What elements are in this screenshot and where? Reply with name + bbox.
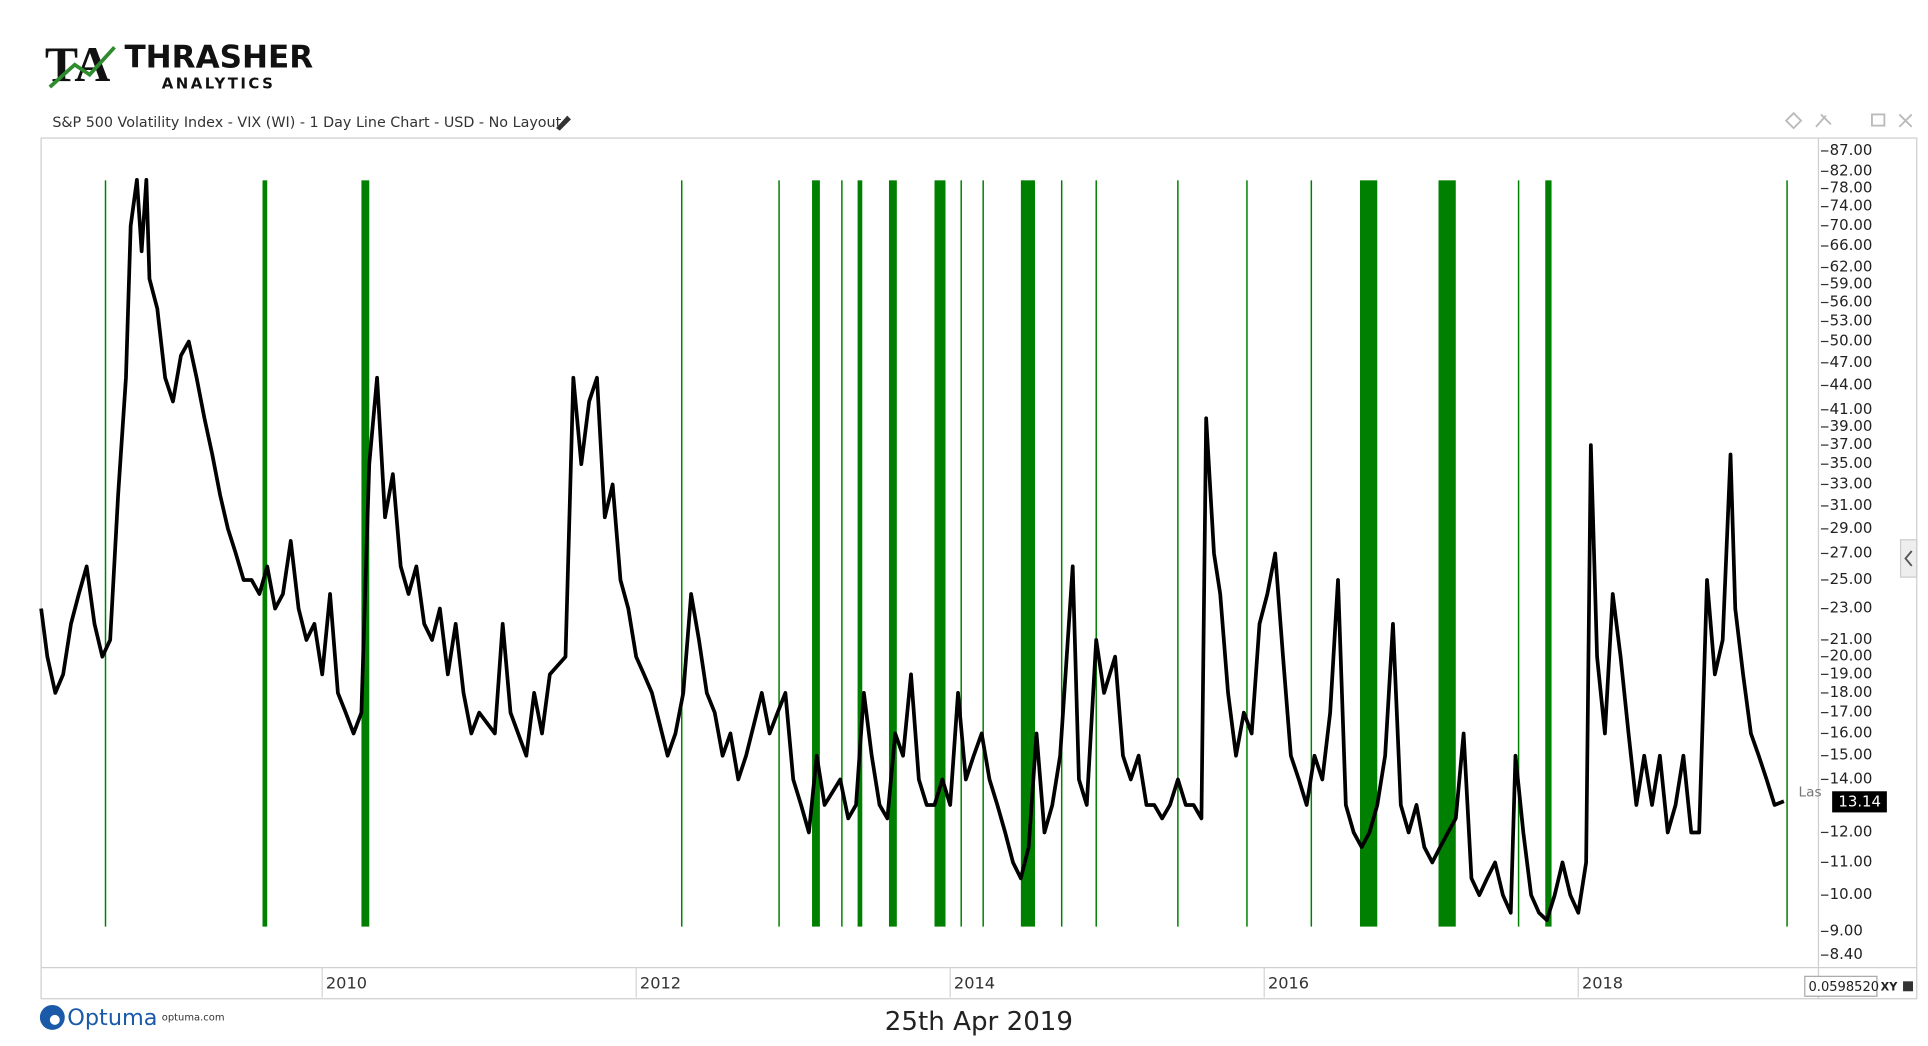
- x-tick-label: 2012: [640, 973, 681, 992]
- chart-date: 25th Apr 2019: [885, 1007, 1073, 1037]
- highlight-band: [812, 180, 820, 927]
- highlight-band: [1095, 180, 1097, 927]
- x-tick-label: 2010: [326, 973, 367, 992]
- highlight-band: [104, 180, 107, 927]
- last-label-prefix: Las: [1799, 785, 1822, 801]
- y-tick-label: 47.00: [1830, 353, 1873, 371]
- y-tick-label: 27.00: [1830, 543, 1873, 561]
- highlight-band: [1060, 180, 1063, 927]
- y-tick-label: 25.00: [1830, 570, 1873, 588]
- y-tick-label: 78.00: [1830, 179, 1873, 197]
- lock-icon[interactable]: [1903, 981, 1913, 992]
- y-tick-label: 20.00: [1830, 647, 1873, 665]
- highlight-band: [262, 180, 268, 927]
- y-tick-label: 74.00: [1830, 197, 1873, 215]
- vendor-name: Optuma: [67, 1005, 157, 1031]
- vendor-url: optuma.com: [162, 1012, 225, 1023]
- highlight-band: [1359, 180, 1378, 927]
- y-tick-label: 8.40: [1830, 945, 1863, 963]
- x-tick-label: 2018: [1582, 973, 1623, 992]
- toggle-arrow: [1904, 550, 1913, 567]
- scale-value: 0.0598520: [1809, 980, 1880, 995]
- y-tick-label: 53.00: [1830, 311, 1873, 329]
- highlight-band: [1438, 180, 1456, 927]
- highlight-band: [888, 180, 897, 927]
- y-tick-label: 33.00: [1830, 474, 1873, 492]
- highlight-band: [934, 180, 946, 927]
- last-value-box: [1832, 791, 1887, 813]
- close-icon[interactable]: [1898, 113, 1913, 128]
- y-tick-label: 39.00: [1830, 417, 1873, 435]
- price-line: [39, 177, 1785, 922]
- edit-icon[interactable]: [556, 115, 571, 131]
- highlight-band: [1310, 180, 1313, 927]
- x-tick-label: 2014: [954, 973, 995, 992]
- y-tick-label: 56.00: [1830, 293, 1873, 311]
- y-tick-label: 50.00: [1830, 332, 1873, 350]
- window-icons: [1784, 111, 1913, 130]
- diamond-icon[interactable]: [1784, 111, 1803, 130]
- highlight-band: [680, 180, 683, 927]
- y-tick-label: 29.00: [1830, 519, 1873, 537]
- chart-name: S&P 500 Volatility Index - VIX (WI) - 1 …: [52, 115, 561, 131]
- brand: THRASHER: [124, 39, 313, 75]
- x-tick-label: 2016: [1268, 973, 1309, 992]
- y-tick-label: 10.00: [1830, 885, 1873, 903]
- last-value-label: 13.14: [1838, 792, 1881, 810]
- scale-box[interactable]: [1804, 975, 1878, 997]
- restore-icon[interactable]: [1871, 113, 1886, 127]
- highlight-band: [1545, 180, 1552, 927]
- y-tick-label: 41.00: [1830, 400, 1873, 418]
- y-tick-label: 11.00: [1830, 852, 1873, 870]
- y-tick-label: 31.00: [1830, 496, 1873, 514]
- vendor-logo-hole: [49, 1014, 60, 1025]
- y-tick-label: 21.00: [1830, 630, 1873, 648]
- highlight-band: [982, 180, 984, 927]
- highlight-band: [1246, 180, 1248, 927]
- y-tick-label: 16.00: [1830, 723, 1873, 741]
- y-tick-label: 14.00: [1830, 769, 1873, 787]
- y-tick-label: 19.00: [1830, 664, 1873, 682]
- y-tick-label: 37.00: [1830, 435, 1873, 453]
- y-tick-label: 70.00: [1830, 216, 1873, 234]
- brand-sub: ANALYTICS: [162, 75, 276, 93]
- y-tick-label: 44.00: [1830, 375, 1873, 393]
- highlight-band: [1517, 180, 1520, 927]
- y-tick-label: 15.00: [1830, 746, 1873, 764]
- y-tick-label: 23.00: [1830, 599, 1873, 617]
- side-panel-toggle[interactable]: [1899, 539, 1918, 578]
- y-tick-label: 17.00: [1830, 703, 1873, 721]
- y-tick-label: 9.00: [1830, 921, 1863, 939]
- chart-frame: [40, 137, 1918, 1000]
- highlight-band: [1786, 180, 1788, 927]
- highlight-band: [1177, 180, 1179, 927]
- y-tick-label: 35.00: [1830, 454, 1873, 472]
- scale-mode[interactable]: XY: [1881, 981, 1899, 994]
- y-tick-label: 18.00: [1830, 683, 1873, 701]
- y-tick-label: 82.00: [1830, 161, 1873, 179]
- highlight-band: [1020, 180, 1035, 927]
- y-tick-label: 59.00: [1830, 275, 1873, 293]
- y-tick-label: 66.00: [1830, 236, 1873, 254]
- logo-swoosh: [48, 46, 116, 89]
- y-tick-label: 12.00: [1830, 822, 1873, 840]
- highlight-band: [841, 180, 843, 927]
- y-tick-label: 87.00: [1830, 141, 1873, 159]
- pin-icon[interactable]: [1815, 113, 1832, 128]
- highlight-band: [857, 180, 863, 927]
- highlight-band: [960, 180, 962, 927]
- highlight-band: [778, 180, 780, 927]
- y-tick-label: 62.00: [1830, 258, 1873, 276]
